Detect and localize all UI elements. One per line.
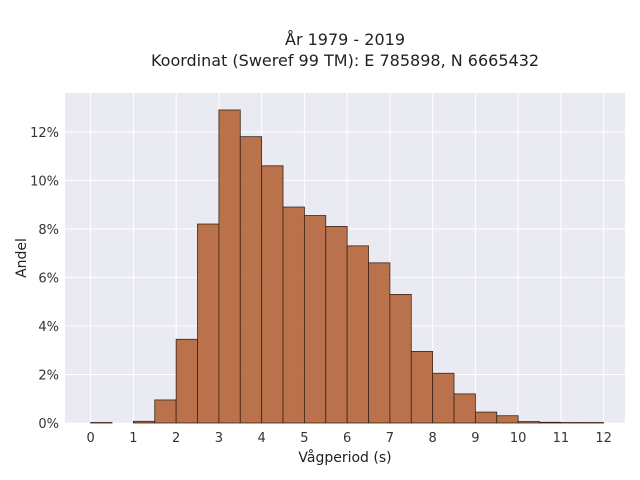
y-tick-labels: 0% 2% 4% 6% 8% 10% 12% [30, 126, 59, 432]
histogram-bar [239, 136, 263, 424]
x-tick-label: 10 [510, 431, 527, 446]
y-tick-label: 2% [38, 368, 59, 383]
histogram-bar [368, 262, 391, 424]
histogram-bar [197, 223, 220, 424]
histogram-bar [282, 206, 305, 424]
x-tick-label: 2 [172, 431, 180, 446]
x-tick-label: 9 [471, 431, 479, 446]
x-tick-label: 1 [129, 431, 137, 446]
histogram-bar [453, 393, 476, 424]
histogram-bar [496, 415, 519, 424]
histogram-bar [175, 338, 198, 424]
histogram-bar [432, 372, 455, 424]
histogram-bar [410, 351, 434, 424]
y-axis-label: Andel [14, 238, 30, 278]
x-tick-label: 3 [215, 431, 223, 446]
histogram-bar [218, 109, 241, 424]
x-tick-label: 0 [87, 431, 95, 446]
histogram-bar [154, 399, 177, 424]
x-tick-label: 4 [258, 431, 266, 446]
x-tick-labels: 0 1 2 3 4 5 6 7 8 9 10 11 12 [87, 431, 612, 446]
x-axis-label: Vågperiod (s) [298, 449, 391, 466]
x-tick-label: 12 [595, 431, 612, 446]
x-tick-label: 6 [343, 431, 351, 446]
histogram-bar [261, 165, 284, 424]
chart-title-line1: År 1979 - 2019 [285, 30, 405, 49]
y-tick-label: 6% [38, 271, 59, 286]
histogram-bar [389, 293, 412, 424]
x-tick-label: 7 [386, 431, 394, 446]
y-tick-label: 12% [30, 126, 59, 141]
y-tick-label: 4% [38, 320, 59, 335]
histogram-bar [132, 420, 156, 424]
x-tick-label: 8 [428, 431, 436, 446]
y-tick-label: 0% [38, 417, 59, 432]
histogram-bar [474, 411, 498, 424]
histogram-bar [325, 226, 348, 424]
histogram-bar [303, 215, 327, 424]
chart-title-line2: Koordinat (Sweref 99 TM): E 785898, N 66… [151, 51, 539, 70]
histogram-bar [346, 245, 369, 424]
y-tick-label: 10% [30, 174, 59, 189]
histogram-bar [517, 421, 540, 424]
y-tick-label: 8% [38, 223, 59, 238]
x-tick-label: 5 [300, 431, 308, 446]
histogram-bar [539, 421, 562, 424]
histogram-bars [90, 109, 605, 424]
x-tick-label: 11 [553, 431, 570, 446]
